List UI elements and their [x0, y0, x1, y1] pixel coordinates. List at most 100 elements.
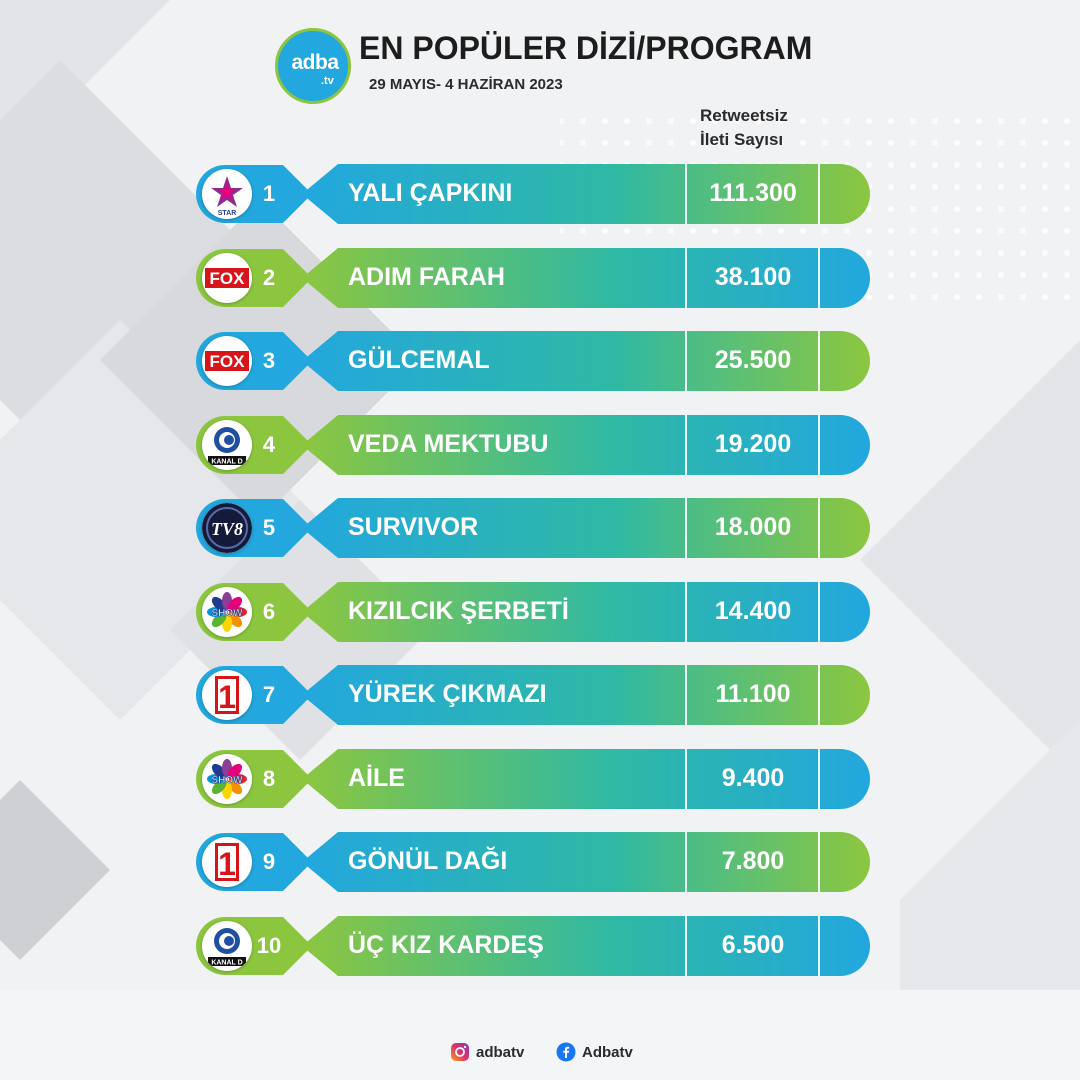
tv8-logo: TV8 [202, 503, 252, 553]
rank-number: 8 [262, 766, 276, 791]
atv-logo: 1 [202, 670, 252, 720]
table-row: SHOW 8 AİLE 9.400 [0, 749, 1080, 809]
show-tv-logo-mark: SHOW [207, 592, 247, 632]
table-row: TV8 5 SURVIVOR 18.000 [0, 498, 1080, 558]
kanal-d-logo-mark: KANAL D [208, 928, 246, 967]
tweet-count-value: 25.500 [714, 346, 792, 374]
tweet-count-value: 9.400 [721, 764, 785, 792]
table-row: FOX 2 ADIM FARAH 38.100 [0, 248, 1080, 308]
page-title: EN POPÜLER DİZİ/PROGRAM [359, 30, 813, 66]
row-bar-fill [302, 665, 870, 725]
program-name: GÜLCEMAL [348, 346, 490, 374]
value-cell-divider-left [685, 498, 687, 558]
program-name: AİLE [348, 764, 405, 792]
column-header-line2: İleti Sayısı [700, 130, 784, 149]
table-row: KANAL D 4 VEDA MEKTUBU 19.200 [0, 415, 1080, 475]
value-cell-divider-right [818, 164, 820, 224]
value-cell-divider-left [685, 665, 687, 725]
row-bar-fill [302, 832, 870, 892]
row-bar-fill [302, 749, 870, 809]
table-row: FOX 3 GÜLCEMAL 25.500 [0, 331, 1080, 391]
row-bar [196, 749, 870, 809]
channel-logo-text: 1 [218, 846, 236, 882]
column-header-line1: Retweetsiz [700, 106, 788, 125]
instagram-handle: adbatv [476, 1043, 525, 1061]
atv-logo-mark: 1 [215, 676, 239, 715]
value-cell-divider-right [818, 415, 820, 475]
value-cell-divider-left [685, 582, 687, 642]
channel-logo-text: KANAL D [211, 459, 242, 466]
date-range: 29 MAYIS- 4 HAZİRAN 2023 [369, 76, 563, 93]
channel-logo-text: STAR [218, 210, 237, 217]
facebook-handle: Adbatv [582, 1043, 633, 1061]
table-row: KANAL D 10 ÜÇ KIZ KARDEŞ 6.500 [0, 916, 1080, 976]
tweet-count-value: 7.800 [721, 847, 785, 875]
tv8-logo-mark: TV8 [202, 503, 252, 553]
value-cell-divider-right [818, 498, 820, 558]
show-tv-logo: SHOW [202, 754, 252, 804]
instagram-link[interactable]: adbatv [450, 1040, 524, 1064]
program-name: YÜREK ÇIKMAZI [348, 680, 547, 708]
tweet-count-value: 19.200 [714, 430, 792, 458]
show-tv-logo: SHOW [202, 587, 252, 637]
star-tv-logo: STAR [202, 169, 252, 219]
fox-logo: FOX [202, 253, 252, 303]
show-tv-logo-mark: SHOW [207, 759, 247, 799]
program-name: YALI ÇAPKINI [348, 179, 513, 207]
tweet-count-value: 6.500 [721, 931, 785, 959]
facebook-link[interactable]: Adbatv [556, 1040, 633, 1064]
program-name: GÖNÜL DAĞI [348, 847, 508, 875]
channel-logo-text: TV8 [211, 519, 243, 539]
row-bar-fill [302, 331, 870, 391]
fox-logo-mark: FOX [205, 351, 249, 371]
value-cell-divider-right [818, 248, 820, 308]
value-cell-divider-right [818, 832, 820, 892]
value-cell-divider-left [685, 749, 687, 809]
value-cell-divider-left [685, 164, 687, 224]
value-cell-divider-right [818, 916, 820, 976]
rank-number: 5 [262, 515, 276, 540]
kanal-d-logo: KANAL D [202, 420, 252, 470]
rank-number: 1 [262, 181, 276, 206]
adba-logo: adba .tv [275, 28, 351, 104]
channel-logo-text: SHOW [211, 775, 243, 786]
instagram-icon [451, 1043, 469, 1061]
kanal-d-logo-mark: KANAL D [208, 427, 246, 466]
row-bar-fill [302, 248, 870, 308]
channel-logo-text: SHOW [211, 608, 243, 619]
program-name: KIZILCIK ŞERBETİ [348, 597, 569, 625]
row-bar-fill [302, 582, 870, 642]
trt1-logo: 1 [202, 837, 252, 887]
value-cell-divider-right [818, 665, 820, 725]
rank-number: 4 [262, 432, 276, 457]
program-name: SURVIVOR [348, 513, 479, 541]
rank-number: 7 [262, 682, 276, 707]
value-cell-divider-left [685, 916, 687, 976]
tweet-count-value: 18.000 [714, 513, 792, 541]
tweet-count-value: 111.300 [709, 179, 797, 207]
table-row: STAR 1 YALI ÇAPKINI 111.300 [0, 164, 1080, 224]
row-bar-fill [302, 415, 870, 475]
kanal-d-logo: KANAL D [202, 921, 252, 971]
value-cell-divider-right [818, 749, 820, 809]
channel-logo-text: KANAL D [211, 960, 242, 967]
program-name: ADIM FARAH [348, 263, 505, 291]
rank-number: 6 [262, 599, 276, 624]
program-name: ÜÇ KIZ KARDEŞ [348, 931, 544, 959]
rank-number: 9 [262, 849, 276, 874]
tweet-count-value: 11.100 [715, 680, 791, 708]
rank-number: 3 [262, 348, 276, 373]
rank-number: 2 [262, 265, 276, 290]
row-bar-fill [302, 498, 870, 558]
table-row: 1 7 YÜREK ÇIKMAZI 11.100 [0, 665, 1080, 725]
channel-logo-text: FOX [210, 269, 246, 288]
value-cell-divider-right [818, 331, 820, 391]
facebook-icon [556, 1042, 576, 1062]
value-cell-divider-left [685, 331, 687, 391]
program-name: VEDA MEKTUBU [348, 430, 549, 458]
fox-logo: FOX [202, 336, 252, 386]
star-tv-logo-mark: STAR [211, 176, 243, 217]
rank-number: 10 [256, 933, 282, 958]
value-cell-divider-left [685, 248, 687, 308]
trt1-logo-mark: 1 [215, 843, 239, 882]
